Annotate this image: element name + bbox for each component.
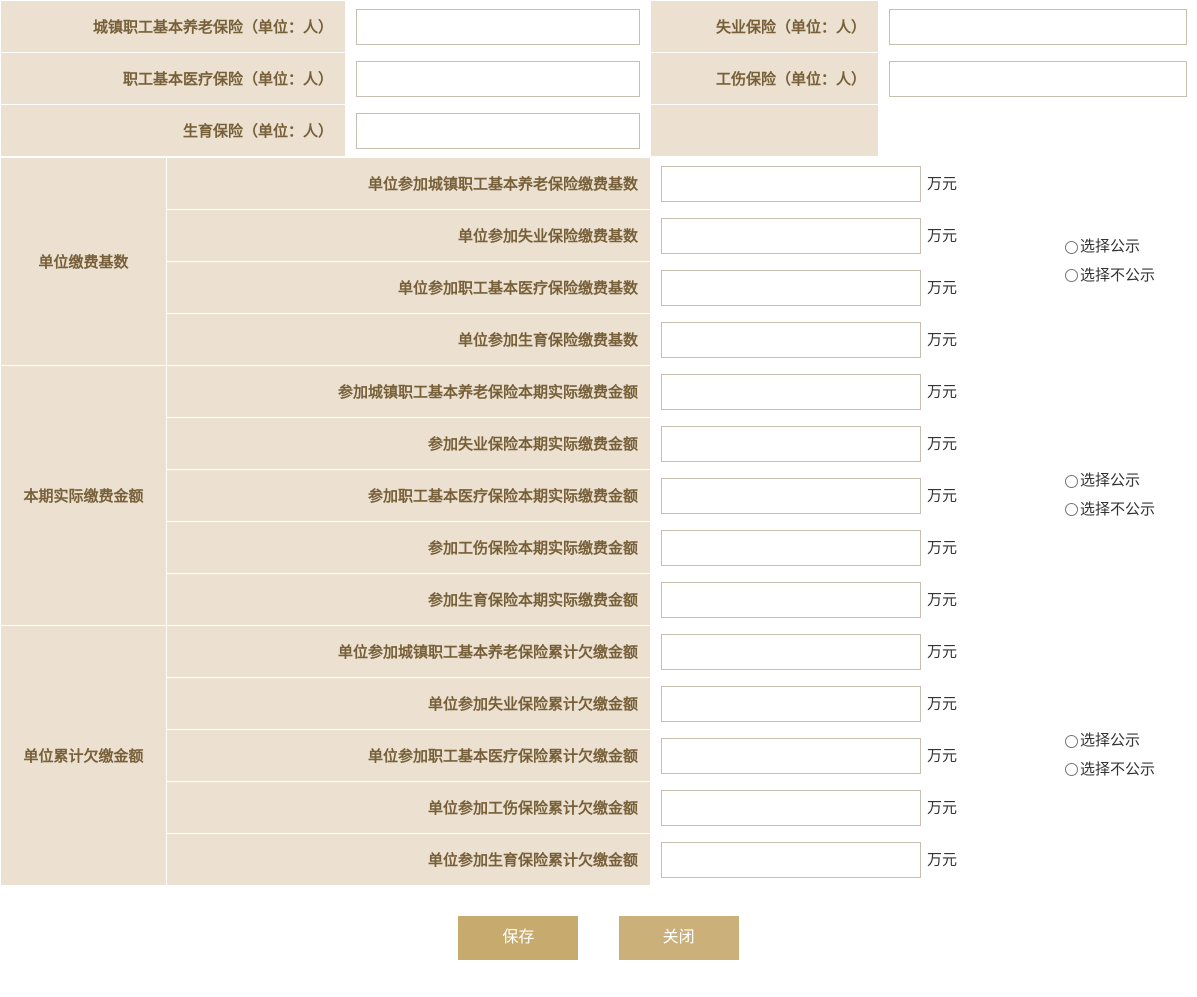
g3-r4-label: 单位参加工伤保险累计欠缴金额	[167, 782, 651, 834]
pension-input[interactable]	[356, 9, 640, 45]
g3-r2-label: 单位参加失业保险累计欠缴金额	[167, 678, 651, 730]
g1-hide-label: 选择不公示	[1080, 262, 1155, 291]
unit-label: 万元	[927, 539, 957, 556]
maternity-input[interactable]	[356, 113, 640, 149]
g2-show-label: 选择公示	[1080, 467, 1140, 496]
g3-radio-hide[interactable]	[1065, 763, 1078, 776]
medical-input[interactable]	[356, 61, 640, 97]
unit-label: 万元	[927, 175, 957, 192]
g3-r2-cell: 万元	[651, 678, 1061, 730]
g3-r3-input[interactable]	[661, 738, 921, 774]
unit-label: 万元	[927, 643, 957, 660]
g3-r2-input[interactable]	[661, 686, 921, 722]
g3-r5-label: 单位参加生育保险累计欠缴金额	[167, 834, 651, 886]
button-row: 保存 关闭	[0, 886, 1197, 990]
g1-r1-cell: 万元	[651, 158, 1061, 210]
empty-label-cell	[651, 105, 879, 157]
unit-label: 万元	[927, 747, 957, 764]
g3-show-label: 选择公示	[1080, 727, 1140, 756]
g2-hide-label: 选择不公示	[1080, 496, 1155, 525]
g2-r5-label: 参加生育保险本期实际缴费金额	[167, 574, 651, 626]
unit-label: 万元	[927, 487, 957, 504]
injury-input[interactable]	[889, 61, 1187, 97]
g1-r4-cell: 万元	[651, 314, 1061, 366]
unit-label: 万元	[927, 227, 957, 244]
injury-label: 工伤保险（单位：人）	[651, 53, 879, 105]
g3-category: 单位累计欠缴金额	[1, 626, 167, 886]
g2-category: 本期实际缴费金额	[1, 366, 167, 626]
g1-radio-hide[interactable]	[1065, 269, 1078, 282]
unit-label: 万元	[927, 591, 957, 608]
close-button[interactable]: 关闭	[619, 916, 739, 960]
insurance-people-table: 城镇职工基本养老保险（单位：人） 失业保险（单位：人） 职工基本医疗保险（单位：…	[0, 0, 1197, 157]
g1-r3-cell: 万元	[651, 262, 1061, 314]
g2-radio-show[interactable]	[1065, 475, 1078, 488]
g3-r1-input[interactable]	[661, 634, 921, 670]
unit-label: 万元	[927, 279, 957, 296]
pension-label: 城镇职工基本养老保险（单位：人）	[1, 1, 346, 53]
g3-r5-input[interactable]	[661, 842, 921, 878]
g1-category: 单位缴费基数	[1, 158, 167, 366]
g2-radio-hide[interactable]	[1065, 503, 1078, 516]
g2-r1-label: 参加城镇职工基本养老保险本期实际缴费金额	[167, 366, 651, 418]
g3-r4-input[interactable]	[661, 790, 921, 826]
medical-cell	[346, 53, 651, 105]
g3-r1-cell: 万元	[651, 626, 1061, 678]
unit-label: 万元	[927, 435, 957, 452]
g3-radio-show[interactable]	[1065, 735, 1078, 748]
g1-radio-show[interactable]	[1065, 241, 1078, 254]
g3-radio-cell: 选择公示 选择不公示	[1061, 626, 1197, 886]
g2-r1-input[interactable]	[661, 374, 921, 410]
unemp-input[interactable]	[889, 9, 1187, 45]
g2-r4-input[interactable]	[661, 530, 921, 566]
g3-r4-cell: 万元	[651, 782, 1061, 834]
g2-r4-cell: 万元	[651, 522, 1061, 574]
unit-label: 万元	[927, 851, 957, 868]
g2-r3-cell: 万元	[651, 470, 1061, 522]
g3-r5-cell: 万元	[651, 834, 1061, 886]
g2-r2-label: 参加失业保险本期实际缴费金额	[167, 418, 651, 470]
g1-r3-input[interactable]	[661, 270, 921, 306]
medical-label: 职工基本医疗保险（单位：人）	[1, 53, 346, 105]
g2-r5-input[interactable]	[661, 582, 921, 618]
g3-r3-cell: 万元	[651, 730, 1061, 782]
g2-r1-cell: 万元	[651, 366, 1061, 418]
maternity-label: 生育保险（单位：人）	[1, 105, 346, 157]
unit-label: 万元	[927, 331, 957, 348]
g1-r2-input[interactable]	[661, 218, 921, 254]
g1-r3-label: 单位参加职工基本医疗保险缴费基数	[167, 262, 651, 314]
g3-r1-label: 单位参加城镇职工基本养老保险累计欠缴金额	[167, 626, 651, 678]
g2-r4-label: 参加工伤保险本期实际缴费金额	[167, 522, 651, 574]
injury-cell	[879, 53, 1197, 105]
unit-label: 万元	[927, 799, 957, 816]
g2-r2-cell: 万元	[651, 418, 1061, 470]
g3-hide-label: 选择不公示	[1080, 756, 1155, 785]
g2-r3-label: 参加职工基本医疗保险本期实际缴费金额	[167, 470, 651, 522]
g1-r4-input[interactable]	[661, 322, 921, 358]
unit-label: 万元	[927, 695, 957, 712]
g1-r2-label: 单位参加失业保险缴费基数	[167, 210, 651, 262]
g2-radio-cell: 选择公示 选择不公示	[1061, 366, 1197, 626]
empty-value-cell	[879, 105, 1197, 157]
maternity-cell	[346, 105, 651, 157]
g1-r1-label: 单位参加城镇职工基本养老保险缴费基数	[167, 158, 651, 210]
g3-r3-label: 单位参加职工基本医疗保险累计欠缴金额	[167, 730, 651, 782]
g2-r2-input[interactable]	[661, 426, 921, 462]
g2-r5-cell: 万元	[651, 574, 1061, 626]
g1-r4-label: 单位参加生育保险缴费基数	[167, 314, 651, 366]
unemp-label: 失业保险（单位：人）	[651, 1, 879, 53]
g1-show-label: 选择公示	[1080, 233, 1140, 262]
g1-r2-cell: 万元	[651, 210, 1061, 262]
unemp-cell	[879, 1, 1197, 53]
g1-radio-cell: 选择公示 选择不公示	[1061, 158, 1197, 366]
pension-cell	[346, 1, 651, 53]
unit-label: 万元	[927, 383, 957, 400]
g1-r1-input[interactable]	[661, 166, 921, 202]
g2-r3-input[interactable]	[661, 478, 921, 514]
payment-table: 单位缴费基数 单位参加城镇职工基本养老保险缴费基数 万元 选择公示 选择不公示 …	[0, 157, 1197, 886]
save-button[interactable]: 保存	[458, 916, 578, 960]
